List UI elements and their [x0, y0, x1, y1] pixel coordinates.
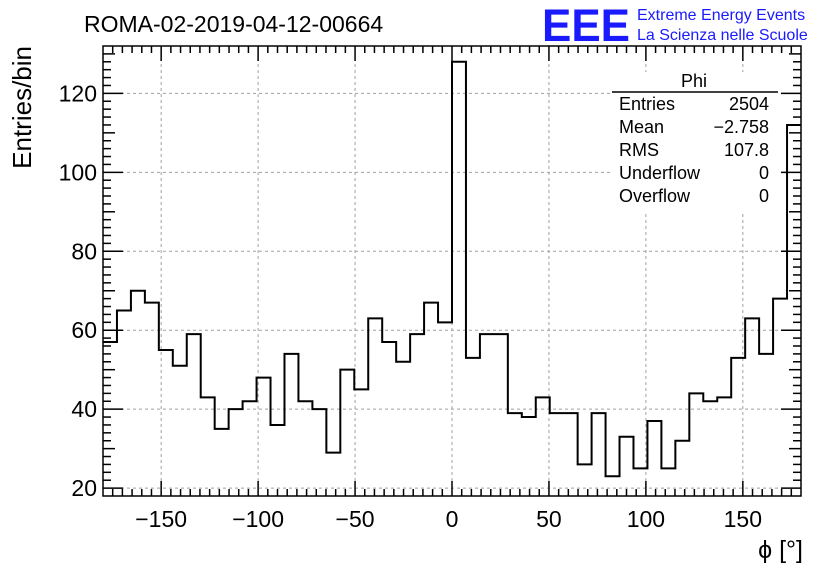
y-tick-label: 100 — [59, 159, 97, 185]
x-axis-label: ϕ [°] — [758, 536, 803, 564]
stats-label: Overflow — [619, 186, 691, 206]
stats-label: Entries — [619, 94, 675, 114]
y-tick-label: 20 — [71, 475, 97, 501]
x-tick-label: −50 — [336, 506, 375, 532]
axis-tick-labels: −150 −100 −50 0 50 100 150 20 40 60 80 100 120 — [59, 80, 762, 532]
stats-value: 2504 — [729, 94, 769, 114]
axis-ticks — [103, 46, 801, 496]
eee-logo: EEE — [542, 0, 630, 51]
x-tick-label: −150 — [135, 506, 187, 532]
x-tick-label: 100 — [627, 506, 665, 532]
x-tick-label: 50 — [536, 506, 562, 532]
y-tick-label: 40 — [71, 396, 97, 422]
histogram-step-line — [103, 60, 801, 478]
logo-line-2: La Scienza nelle Scuole — [637, 27, 808, 44]
stats-label: RMS — [619, 140, 659, 160]
stats-value: 0 — [759, 163, 769, 183]
y-tick-label: 60 — [71, 317, 97, 343]
stats-value: 0 — [759, 186, 769, 206]
stats-value: −2.758 — [713, 117, 769, 137]
y-tick-label: 80 — [71, 238, 97, 264]
x-tick-label: 150 — [724, 506, 762, 532]
stats-label: Underflow — [619, 163, 701, 183]
x-tick-label: −100 — [232, 506, 284, 532]
y-axis-label: Entries/bin — [7, 46, 37, 169]
stats-box — [612, 72, 780, 212]
logo-line-1: Extreme Energy Events — [637, 7, 805, 24]
stats-value: 107.8 — [724, 140, 769, 160]
stats-rows: Entries 2504 Mean −2.758 RMS 107.8 Underflow 0 O… — [619, 94, 769, 206]
plot-title: ROMA-02-2019-04-12-00664 — [84, 11, 383, 37]
x-tick-label: 0 — [446, 506, 459, 532]
y-tick-label: 120 — [59, 80, 97, 106]
stats-title: Phi — [681, 71, 707, 91]
stats-label: Mean — [619, 117, 664, 137]
